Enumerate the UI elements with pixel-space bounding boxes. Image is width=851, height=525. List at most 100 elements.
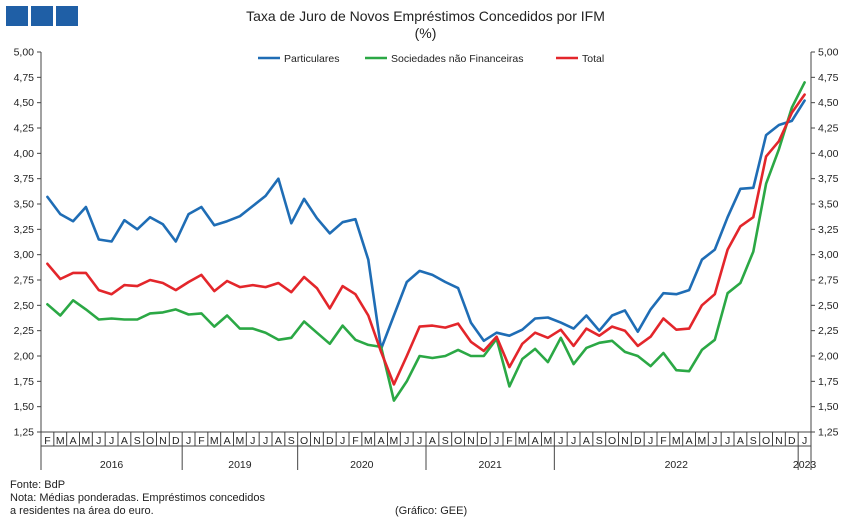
y-tick-label-left: 5,00	[14, 47, 35, 59]
chart-subtitle: (%)	[414, 25, 437, 41]
year-label: 2016	[100, 459, 124, 470]
y-tick-label-right: 4,50	[818, 97, 839, 109]
y-tick-label-right: 3,50	[818, 199, 839, 211]
y-tick-label-left: 4,50	[14, 97, 35, 109]
y-tick-label-left: 2,25	[14, 325, 35, 337]
y-tick-label-left: 4,75	[14, 72, 35, 84]
x-tick-label: N	[313, 435, 321, 447]
x-tick-label: O	[454, 435, 462, 447]
x-tick-label: D	[788, 435, 796, 447]
x-tick-label: A	[686, 435, 693, 447]
x-tick-label: A	[532, 435, 539, 447]
y-tick-label-right: 1,75	[818, 376, 839, 388]
y-tick-label-right: 2,25	[818, 325, 839, 337]
x-tick-label: J	[558, 435, 563, 447]
logo-block-3	[56, 6, 78, 26]
y-tick-label-right: 1,25	[818, 427, 839, 439]
x-tick-label: A	[121, 435, 128, 447]
x-tick-label: D	[480, 435, 488, 447]
y-tick-label-left: 1,50	[14, 401, 35, 413]
y-tick-label-left: 3,25	[14, 224, 35, 236]
y-tick-label-left: 2,75	[14, 275, 35, 287]
y-tick-label-right: 5,00	[818, 47, 839, 59]
x-tick-label: A	[737, 435, 744, 447]
x-tick-label: D	[326, 435, 334, 447]
x-tick-label: S	[288, 435, 295, 447]
x-tick-label: F	[44, 435, 50, 447]
footer-note-line1: Nota: Médias ponderadas. Empréstimos con…	[10, 492, 265, 504]
x-tick-label: M	[390, 435, 399, 447]
x-tick-label: A	[378, 435, 385, 447]
x-tick-label: M	[518, 435, 527, 447]
chart-title-block: Taxa de Juro de Novos Empréstimos Conced…	[0, 8, 851, 42]
x-tick-label: M	[544, 435, 553, 447]
footer-credit: (Gráfico: GEE)	[395, 505, 468, 517]
y-tick-label-left: 2,00	[14, 351, 35, 363]
x-tick-label: S	[750, 435, 757, 447]
legend-label-1: Particulares	[284, 53, 339, 65]
x-tick-label: S	[596, 435, 603, 447]
logo-block-1	[6, 6, 28, 26]
y-tick-label-left: 1,75	[14, 376, 35, 388]
footer-source: Fonte: BdP	[10, 479, 66, 491]
y-tick-label-right: 4,75	[818, 72, 839, 84]
x-tick-label: J	[263, 435, 268, 447]
y-tick-label-right: 3,00	[818, 249, 839, 261]
year-label: 2021	[478, 459, 502, 470]
series-line-3	[46, 93, 806, 386]
year-label: 2019	[228, 459, 252, 470]
x-tick-label: M	[56, 435, 65, 447]
x-tick-label: N	[775, 435, 783, 447]
chart-title: Taxa de Juro de Novos Empréstimos Conced…	[246, 8, 605, 24]
x-tick-label: J	[725, 435, 730, 447]
x-tick-label: M	[236, 435, 245, 447]
chart: 5,00 5,00 4,75 4,75 4,50 4,50 4,25 4,25 4,00 4,00…	[14, 47, 839, 470]
year-label: 2023	[793, 459, 817, 470]
x-tick-label: M	[698, 435, 707, 447]
x-tick-label: S	[134, 435, 141, 447]
x-tick-label: O	[762, 435, 770, 447]
logo	[6, 6, 78, 26]
y-tick-label-left: 3,75	[14, 173, 35, 185]
x-tick-label: N	[467, 435, 475, 447]
y-tick-label-left: 4,25	[14, 123, 35, 135]
y-tick-label-right: 3,75	[818, 173, 839, 185]
x-tick-label: N	[159, 435, 167, 447]
y-tick-label-right: 3,25	[818, 224, 839, 236]
logo-block-2	[31, 6, 53, 26]
footer-notes: Fonte: BdP Nota: Médias ponderadas. Empr…	[10, 479, 265, 518]
y-tick-label-right: 4,25	[818, 123, 839, 135]
x-tick-label: N	[621, 435, 629, 447]
x-tick-label: O	[146, 435, 154, 447]
x-tick-label: J	[250, 435, 255, 447]
x-tick-label: J	[186, 435, 191, 447]
x-tick-label: J	[802, 435, 807, 447]
x-tick-label: J	[96, 435, 101, 447]
x-tick-label: D	[172, 435, 180, 447]
legend-label-2: Sociedades não Financeiras	[391, 53, 524, 65]
legend-label-3: Total	[582, 53, 604, 65]
x-tick-label: M	[210, 435, 219, 447]
y-tick-label-right: 2,50	[818, 300, 839, 312]
y-tick-label-left: 3,00	[14, 249, 35, 261]
x-tick-label: M	[364, 435, 373, 447]
x-tick-label: F	[506, 435, 512, 447]
x-tick-label: J	[109, 435, 114, 447]
x-tick-label: J	[417, 435, 422, 447]
x-tick-label: M	[82, 435, 91, 447]
x-tick-label: S	[442, 435, 449, 447]
x-tick-label: F	[352, 435, 358, 447]
x-tick-label: F	[198, 435, 204, 447]
x-tick-label: J	[571, 435, 576, 447]
year-label: 2020	[350, 459, 374, 470]
series-line-2	[46, 81, 806, 402]
y-tick-label-left: 1,25	[14, 427, 35, 439]
x-tick-label: M	[672, 435, 681, 447]
y-tick-label-left: 3,50	[14, 199, 35, 211]
x-tick-label: J	[340, 435, 345, 447]
year-label: 2022	[665, 459, 689, 470]
y-tick-label-left: 4,00	[14, 148, 35, 160]
x-tick-label: F	[660, 435, 666, 447]
x-tick-label: J	[494, 435, 499, 447]
series-line-1	[46, 99, 806, 351]
